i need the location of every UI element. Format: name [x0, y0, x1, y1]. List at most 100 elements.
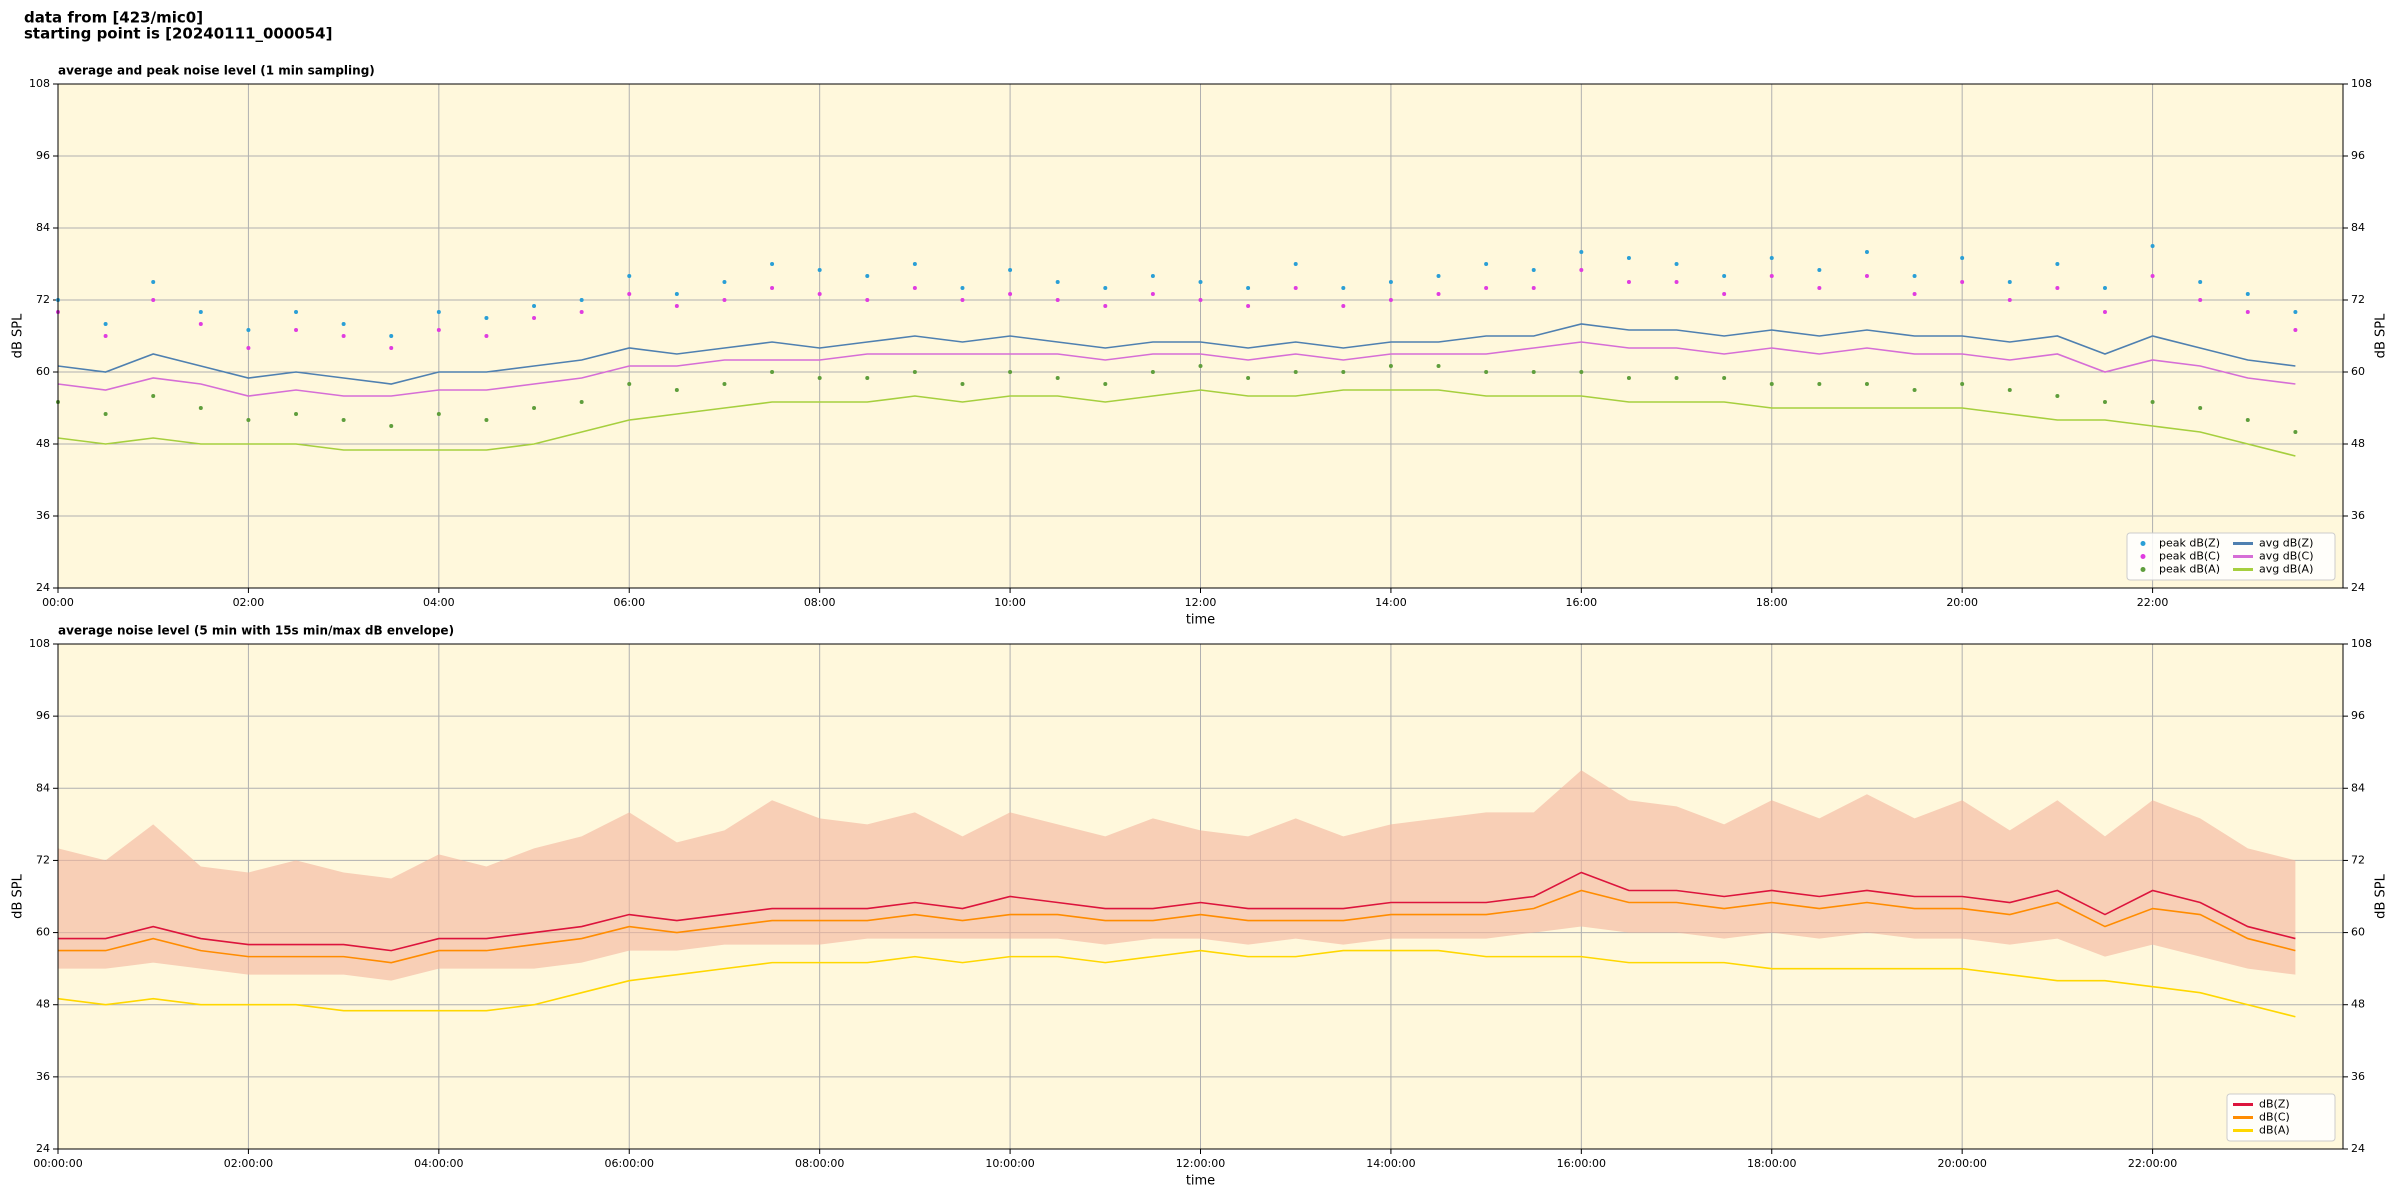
- peak-dot: [722, 280, 727, 284]
- peak-dot: [2055, 286, 2060, 290]
- peak-dot: [246, 418, 251, 422]
- peak-dot: [246, 346, 251, 350]
- peak-dot: [2245, 418, 2250, 422]
- y-tick-label: 72: [36, 853, 50, 866]
- peak-dot: [770, 262, 775, 266]
- y-tick-label-right: 48: [2351, 437, 2365, 450]
- peak-dot: [1912, 292, 1917, 296]
- peak-dot: [2150, 400, 2155, 404]
- legend-label: dB(C): [2259, 1111, 2290, 1124]
- peak-dot: [2293, 310, 2298, 314]
- x-tick-label: 20:00: [1946, 596, 1978, 609]
- y-tick-label: 96: [36, 709, 50, 722]
- peak-dot: [674, 388, 679, 392]
- peak-dot: [1388, 280, 1393, 284]
- y-tick-label: 24: [36, 581, 50, 594]
- y-tick-label-right: 60: [2351, 926, 2365, 939]
- peak-dot: [1579, 370, 1584, 374]
- y-tick-label-right: 48: [2351, 998, 2365, 1011]
- peak-dot: [532, 304, 537, 308]
- peak-dot: [1769, 382, 1774, 386]
- x-tick-label: 14:00: [1375, 596, 1407, 609]
- y-tick-label-right: 72: [2351, 853, 2365, 866]
- peak-dot: [2007, 280, 2012, 284]
- legend-label: avg dB(Z): [2259, 537, 2313, 550]
- peak-dot: [1246, 304, 1251, 308]
- y-tick-label-right: 24: [2351, 1142, 2365, 1155]
- legend-label: avg dB(C): [2259, 550, 2314, 563]
- legend-label: peak dB(C): [2159, 550, 2220, 563]
- peak-dot: [1008, 292, 1013, 296]
- y-tick-label-right: 24: [2351, 581, 2365, 594]
- y-tick-label-right: 108: [2351, 637, 2372, 650]
- peak-dot: [2055, 262, 2060, 266]
- peak-dot: [1531, 370, 1536, 374]
- peak-dot: [1674, 262, 1679, 266]
- y-tick-label-right: 108: [2351, 77, 2372, 90]
- x-tick-label: 12:00:00: [1176, 1157, 1225, 1170]
- peak-dot: [1579, 268, 1584, 272]
- peak-dot: [1484, 286, 1489, 290]
- x-tick-label: 08:00: [804, 596, 836, 609]
- peak-dot: [389, 334, 394, 338]
- x-tick-label: 14:00:00: [1366, 1157, 1415, 1170]
- legend-box: [2126, 532, 2336, 581]
- peak-dot: [2245, 292, 2250, 296]
- peak-dot: [579, 298, 584, 302]
- y-tick-label: 36: [36, 509, 50, 522]
- peak-dot: [1626, 376, 1631, 380]
- legend-label: peak dB(Z): [2159, 537, 2220, 550]
- peak-dot: [865, 274, 870, 278]
- peak-dot: [2198, 298, 2203, 302]
- peak-dot: [579, 310, 584, 314]
- y-axis-label: dB SPL: [11, 313, 26, 358]
- peak-dot: [1246, 376, 1251, 380]
- peak-dot: [579, 400, 584, 404]
- peak-dot: [722, 382, 727, 386]
- peak-dot: [151, 298, 156, 302]
- peak-dot: [817, 292, 822, 296]
- peak-dot: [1674, 280, 1679, 284]
- peak-dot: [1436, 274, 1441, 278]
- peak-dot: [1912, 388, 1917, 392]
- peak-dot: [151, 394, 156, 398]
- peak-dot: [532, 316, 537, 320]
- x-tick-label: 04:00:00: [414, 1157, 463, 1170]
- header-start: starting point is [20240111_000054]: [24, 25, 332, 43]
- peak-dot: [1912, 274, 1917, 278]
- peak-dot: [1103, 286, 1108, 290]
- peak-dot: [389, 424, 394, 428]
- legend-label: avg dB(A): [2259, 563, 2313, 576]
- peak-dot: [2293, 430, 2298, 434]
- peak-dot: [198, 406, 203, 410]
- y-axis-label-right: dB SPL: [2374, 873, 2389, 918]
- x-tick-label: 22:00: [2137, 596, 2169, 609]
- y-tick-label-right: 60: [2351, 365, 2365, 378]
- peak-dot: [865, 298, 870, 302]
- legend-swatch: [2140, 554, 2146, 559]
- x-tick-label: 00:00:00: [33, 1157, 82, 1170]
- x-tick-label: 18:00: [1756, 596, 1788, 609]
- peak-dot: [1150, 370, 1155, 374]
- y-tick-label: 48: [36, 998, 50, 1011]
- series-line: [57, 341, 2296, 397]
- y-tick-label-right: 72: [2351, 293, 2365, 306]
- x-tick-label: 02:00: [233, 596, 265, 609]
- peak-dot: [198, 322, 203, 326]
- peak-dot: [341, 418, 346, 422]
- envelope-area: [58, 770, 2296, 981]
- x-tick-label: 12:00: [1185, 596, 1217, 609]
- peak-dot: [1484, 262, 1489, 266]
- peak-dot: [1960, 382, 1965, 386]
- header-source: data from [423/mic0]: [24, 9, 203, 27]
- legend-box: [2226, 1093, 2336, 1142]
- series-line: [58, 871, 2296, 952]
- legend-label: dB(Z): [2259, 1098, 2290, 1111]
- y-tick-label: 36: [36, 1070, 50, 1083]
- peak-dot: [1436, 364, 1441, 368]
- peak-dot: [1008, 268, 1013, 272]
- peak-dot: [1055, 298, 1060, 302]
- x-tick-label: 18:00:00: [1747, 1157, 1796, 1170]
- y-tick-label-right: 96: [2351, 149, 2365, 162]
